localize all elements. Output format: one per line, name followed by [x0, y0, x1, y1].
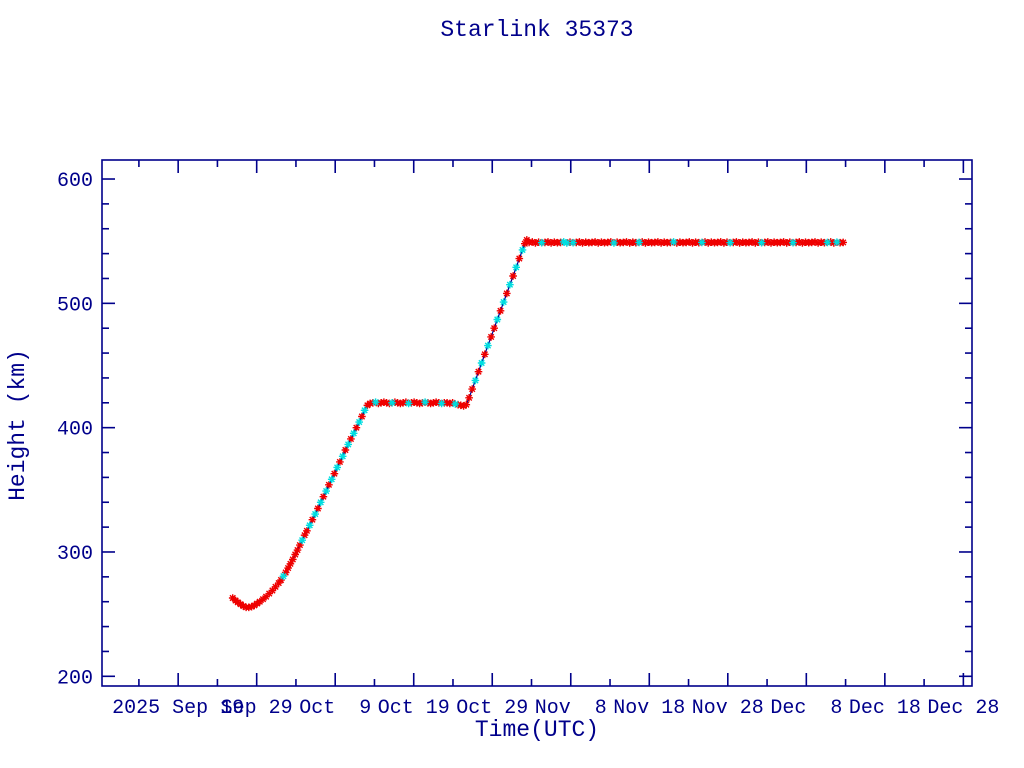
data-polyline	[232, 238, 844, 608]
x-tick-label: Oct 19	[378, 697, 450, 720]
y-tick-label: 400	[57, 419, 93, 442]
x-axis-title: Time(UTC)	[474, 717, 600, 743]
y-tick-label: 500	[57, 294, 93, 317]
x-tick-label: Nov 8	[535, 697, 607, 720]
y-tick-label: 600	[57, 170, 93, 193]
red-asterisk-markers	[228, 236, 847, 612]
plot-frame	[101, 159, 973, 687]
y-tick-label: 200	[57, 667, 93, 690]
y-tick-label: 300	[57, 543, 93, 566]
cyan-asterisk-markers	[279, 238, 841, 580]
x-tick-label: 2025 Sep 19	[112, 697, 244, 720]
x-tick-label: Oct 9	[299, 697, 371, 720]
x-tick-label: Nov 18	[613, 697, 685, 720]
x-tick-label: Nov 28	[692, 697, 764, 720]
axis-ticks	[102, 160, 972, 686]
chart-title: Starlink 35373	[440, 17, 634, 43]
x-tick-label: Oct 29	[456, 697, 528, 720]
x-tick-label: Sep 29	[221, 697, 293, 720]
x-tick-label: Dec 28	[927, 697, 999, 720]
x-tick-label: Dec 18	[849, 697, 921, 720]
x-tick-label: Dec 8	[770, 697, 842, 720]
